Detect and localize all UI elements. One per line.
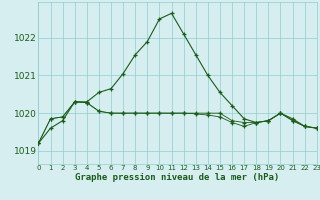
X-axis label: Graphe pression niveau de la mer (hPa): Graphe pression niveau de la mer (hPa) [76, 173, 280, 182]
